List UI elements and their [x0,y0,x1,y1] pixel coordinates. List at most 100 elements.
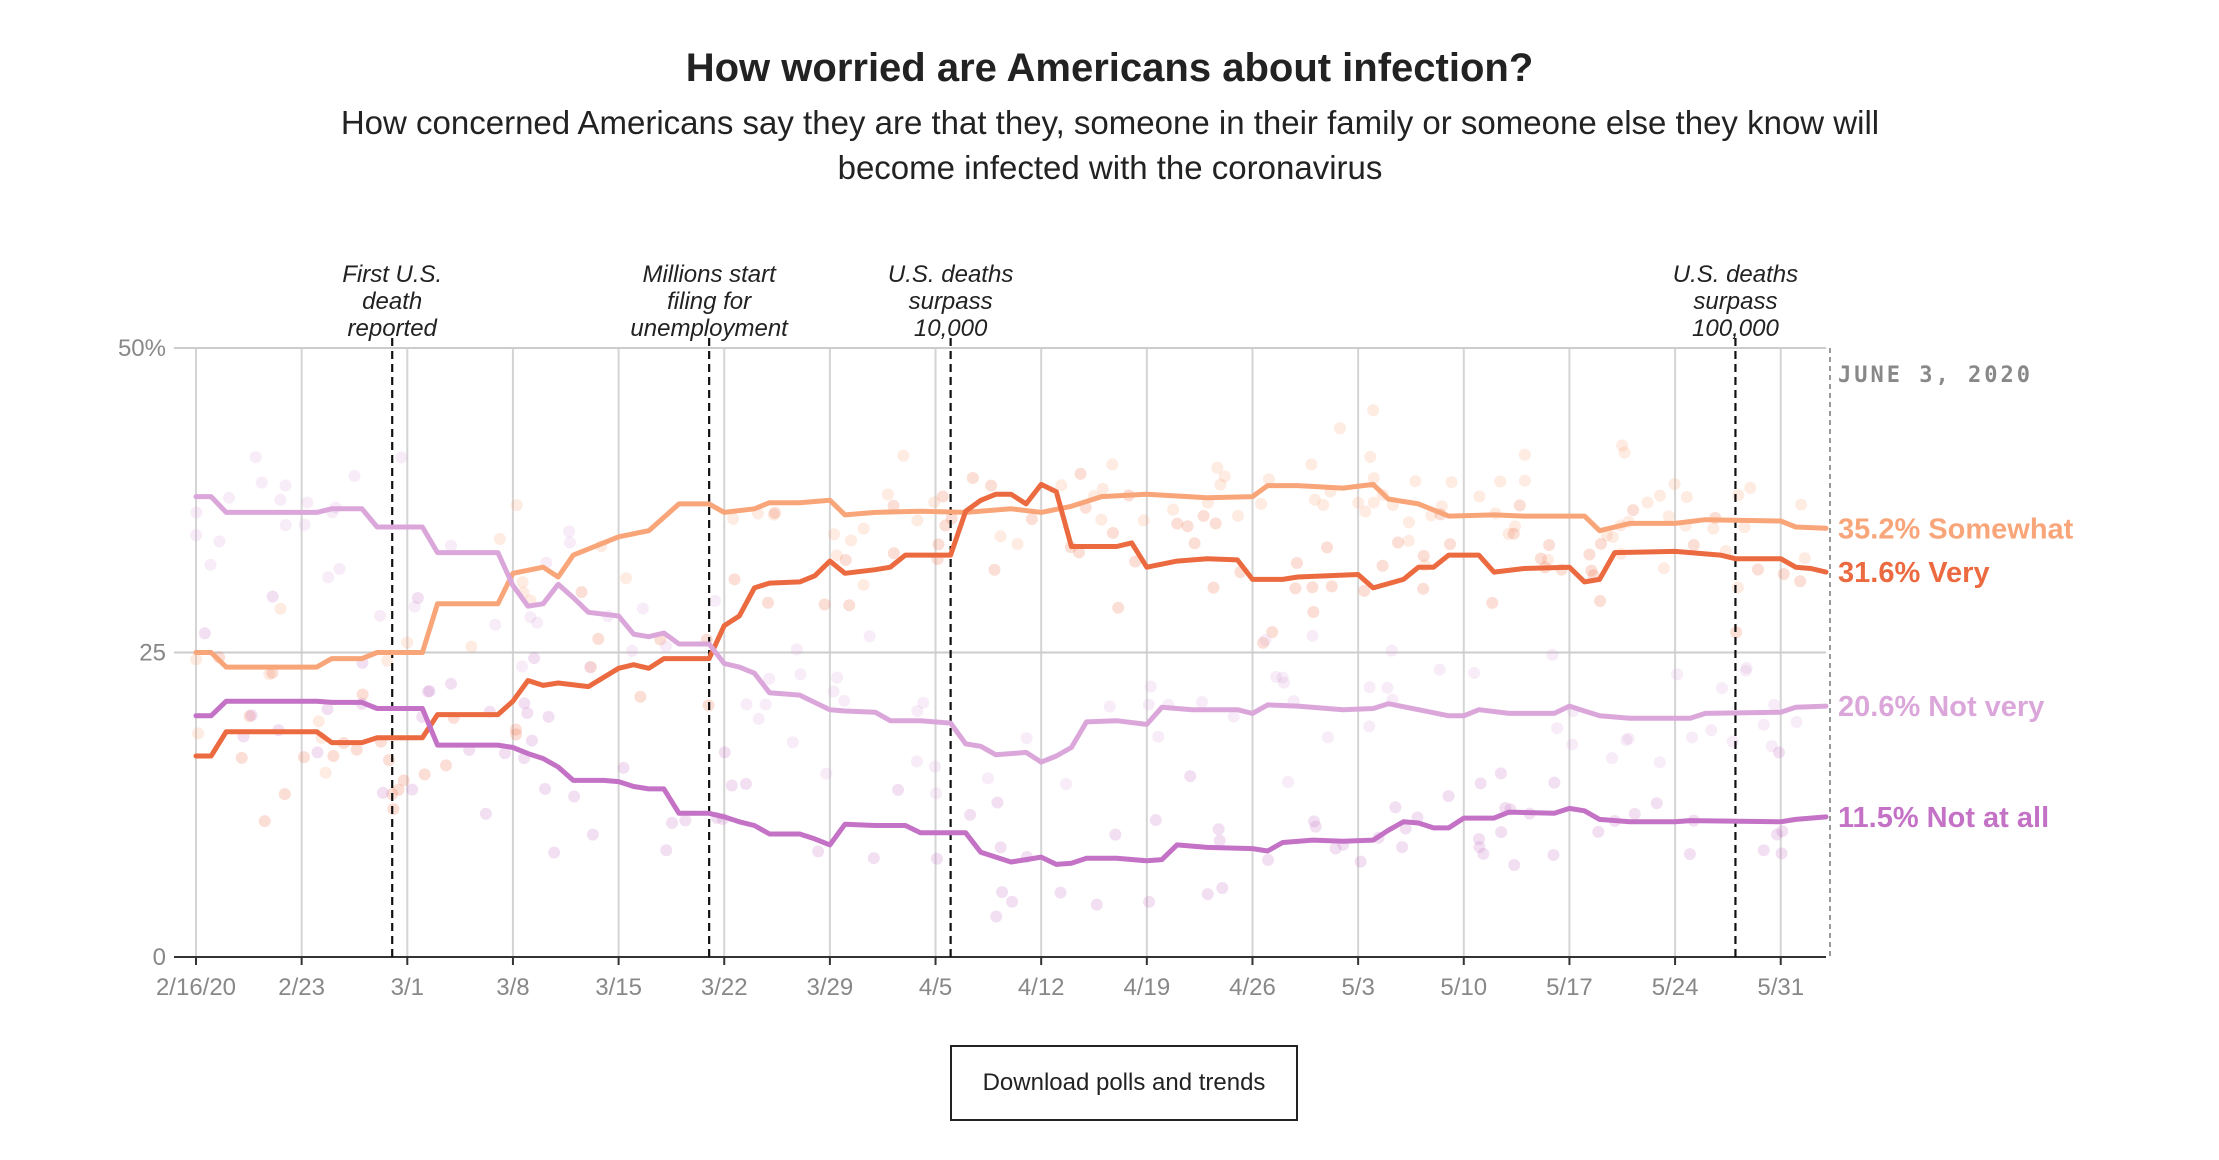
poll-dot [1402,516,1415,529]
poll-dot [1790,715,1803,728]
poll-dot [1054,886,1067,899]
y-tick-label: 0 [153,944,166,971]
poll-dot [1106,458,1119,471]
poll-dot [966,472,979,485]
poll-dot [319,766,332,779]
poll-dot [518,697,531,710]
poll-dot [1211,461,1224,474]
download-polls-button[interactable]: Download polls and trends [950,1045,1298,1121]
poll-dot [1129,555,1142,568]
series-line-somewhat [193,481,1829,670]
poll-dot [1255,497,1268,510]
poll-dot [660,844,673,857]
poll-dot [1055,479,1068,492]
poll-dot [1321,731,1334,744]
poll-dot [418,768,431,781]
poll-dot [1270,671,1283,684]
poll-dot [1143,895,1156,908]
poll-dot [828,528,841,541]
poll-dot [768,506,781,519]
poll-dot [1798,552,1811,565]
poll-dot [333,562,346,575]
poll-dot [1308,493,1321,506]
poll-dot [892,783,905,796]
poll-dot [1445,476,1458,489]
poll-dot [827,685,840,698]
series-line-very [193,481,1829,759]
poll-dot [1444,538,1457,551]
poll-dot [190,529,203,542]
poll-dot [1417,582,1430,595]
poll-dot [1473,840,1486,853]
poll-dot [1262,853,1275,866]
poll-dot [1777,568,1790,581]
series-line-not-very [193,494,1829,765]
poll-dot [1730,626,1743,639]
poll-dot [1627,504,1640,517]
poll-dot [301,496,314,509]
event-annotation-label: death [362,288,422,315]
poll-dot [911,705,924,718]
poll-dot [278,788,291,801]
poll-dot [498,747,511,760]
poll-dot [985,479,998,492]
poll-dot [1671,668,1684,681]
event-annotation-label: 100,000 [1692,315,1779,342]
poll-dot [1197,509,1210,522]
poll-dot [1006,895,1019,908]
poll-dot [1367,472,1380,485]
poll-dot [1307,606,1320,619]
poll-dot [516,660,529,673]
poll-dot [1144,680,1157,693]
poll-dot [249,451,262,464]
series-end-label: 35.2% Somewhat [1838,513,2074,545]
poll-dot [1583,548,1596,561]
poll-dot [917,696,930,709]
poll-dot [1289,582,1302,595]
poll-dot [255,476,268,489]
poll-dot [258,815,271,828]
poll-dot [1566,738,1579,751]
poll-dot [1662,510,1675,523]
poll-dot [863,630,876,643]
poll-dot [1738,521,1751,534]
poll-dot [1751,563,1764,576]
event-annotation-label: unemployment [630,315,789,342]
poll-dot [911,514,924,527]
poll-dot [1363,681,1376,694]
poll-dot [1795,498,1808,511]
poll-dot [1277,676,1290,689]
poll-dot [1367,404,1380,417]
as-of-date-label: JUNE 3, 2020 [1838,363,2033,388]
poll-dot [524,611,537,624]
line-chart: 2/16/20 2/23 3/1 3/8 3/15 3/22 3/29 4/5 4/12 4/19… [118,261,2074,1000]
poll-dot [845,534,858,547]
poll-dot [1620,734,1633,747]
poll-dot [1171,517,1184,530]
poll-dot [1494,767,1507,780]
poll-dot [790,643,803,656]
poll-dot [1594,595,1607,608]
x-tick-label: 4/19 [1123,974,1170,1000]
poll-dots [190,404,1811,923]
poll-dot [1402,534,1415,547]
poll-dot [881,488,894,501]
poll-dot [312,715,325,728]
poll-dot [1352,496,1365,509]
poll-dot [1417,549,1430,562]
poll-dot [939,519,952,532]
poll-dot [1732,489,1745,502]
x-tick-label: 5/31 [1757,974,1804,1000]
poll-dot [727,512,740,525]
poll-dot [1367,496,1380,509]
poll-dot [1595,537,1608,550]
poll-dot [930,852,943,865]
poll-dot [838,694,851,707]
poll-dot [422,685,435,698]
poll-dot [1772,746,1785,759]
poll-dot [1137,514,1150,527]
poll-dot [525,734,538,747]
poll-dot [1600,529,1613,542]
poll-dot [929,787,942,800]
poll-dot [709,594,722,607]
